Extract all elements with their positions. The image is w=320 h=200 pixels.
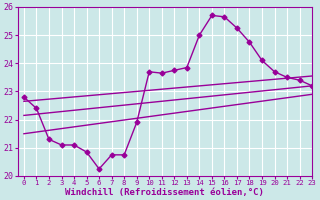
X-axis label: Windchill (Refroidissement éolien,°C): Windchill (Refroidissement éolien,°C) — [66, 188, 264, 197]
